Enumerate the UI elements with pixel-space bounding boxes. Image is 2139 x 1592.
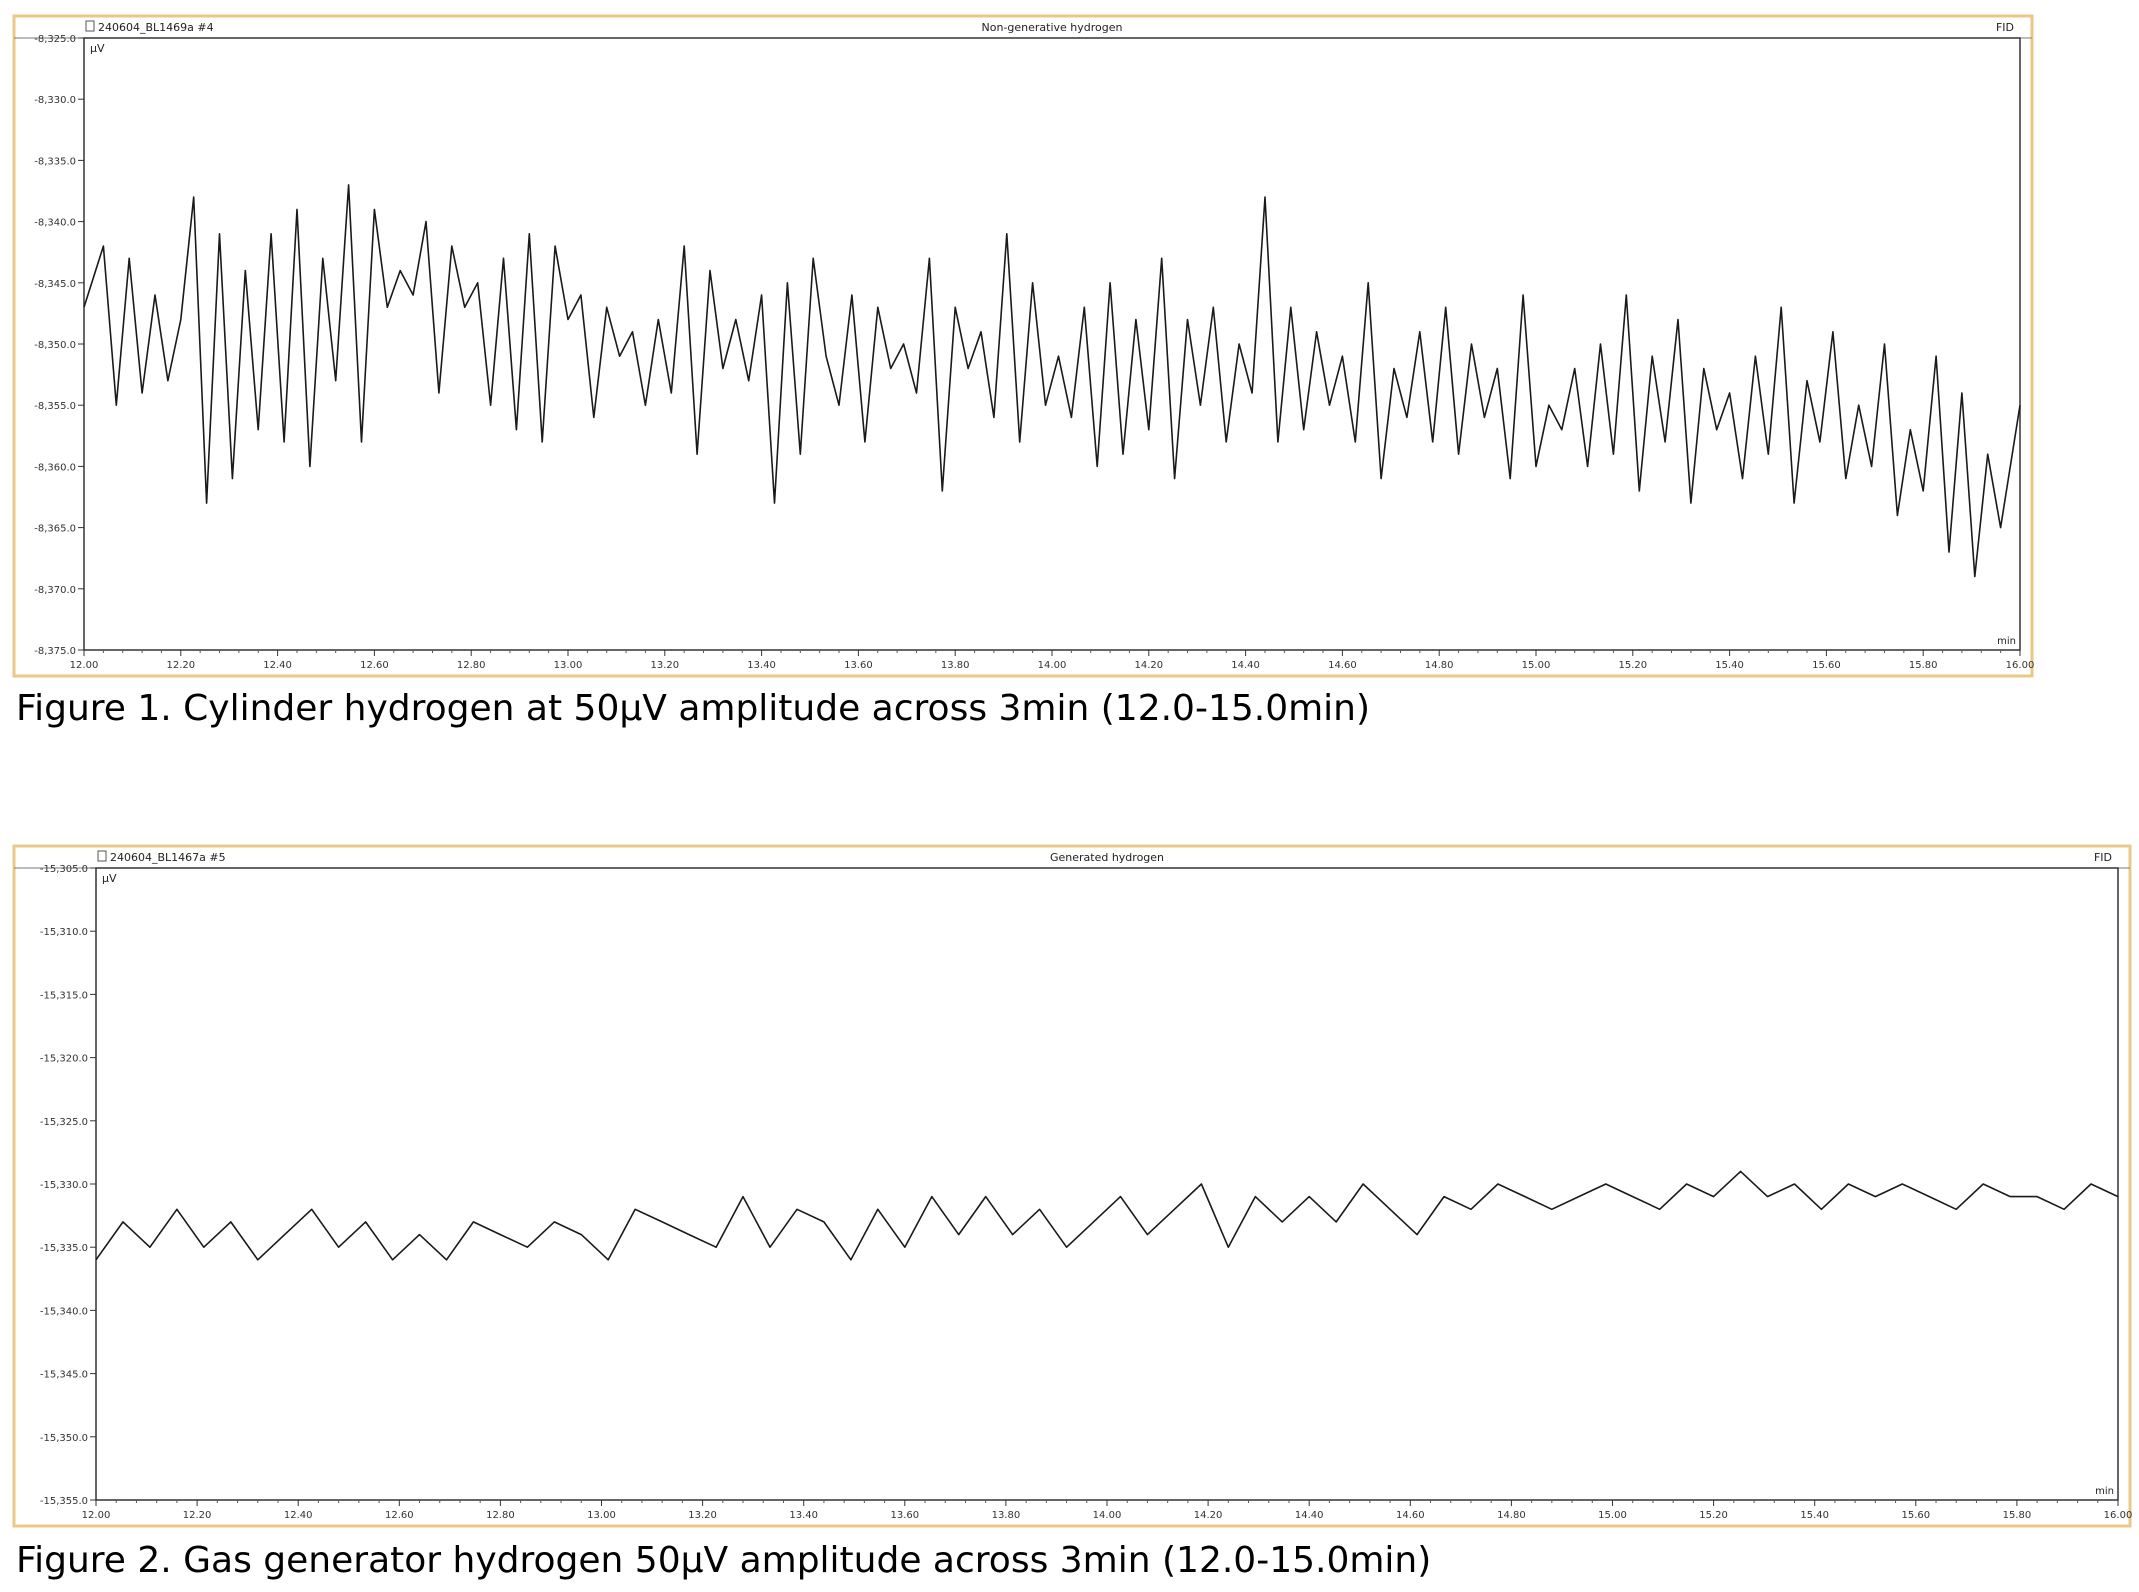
y-tick-label: -8,375.0 (34, 646, 76, 657)
x-tick-label: 16.00 (2006, 660, 2035, 671)
y-tick-label: -8,345.0 (34, 279, 76, 290)
chart-1-svg: 240604_BL1469a #4 Non-generative hydrogen… (12, 14, 2035, 678)
chart-2-svg: 240604_BL1467a #5 Generated hydrogen FID µV… (12, 844, 2133, 1528)
y-tick-label: -8,360.0 (34, 462, 76, 473)
x-tick-label: 14.60 (1396, 1510, 1425, 1521)
signal-trace (83, 184, 2021, 578)
chart-detector-label: FID (2094, 851, 2112, 864)
y-axis-unit-label: µV (90, 42, 105, 55)
x-tick-label: 14.20 (1134, 660, 1163, 671)
x-tick-label: 14.00 (1093, 1510, 1122, 1521)
y-tick-label: -15,315.0 (40, 990, 88, 1001)
x-tick-label: 15.20 (1699, 1510, 1728, 1521)
y-tick-label: -8,325.0 (34, 34, 76, 45)
x-tick-label: 15.60 (1812, 660, 1841, 671)
x-tick-label: 15.80 (2003, 1510, 2032, 1521)
y-tick-label: -8,350.0 (34, 340, 76, 351)
x-tick-label: 12.40 (284, 1510, 313, 1521)
x-tick-label: 16.00 (2104, 1510, 2133, 1521)
x-tick-label: 14.40 (1231, 660, 1260, 671)
y-axis-unit-label: µV (102, 872, 117, 885)
y-tick-label: -8,365.0 (34, 524, 76, 535)
y-tick-label: -15,305.0 (40, 864, 88, 875)
y-tick-label: -8,335.0 (34, 156, 76, 167)
y-tick-label: -15,310.0 (40, 927, 88, 938)
x-tick-label: 13.40 (789, 1510, 818, 1521)
figure-2: 240604_BL1467a #5 Generated hydrogen FID µV… (0, 830, 2139, 1592)
x-tick-label: 15.80 (1909, 660, 1938, 671)
y-tick-label: -15,330.0 (40, 1180, 88, 1191)
y-tick-label: -8,370.0 (34, 585, 76, 596)
y-tick-label: -15,345.0 (40, 1370, 88, 1381)
x-tick-label: 14.20 (1194, 1510, 1223, 1521)
x-tick-label: 12.80 (457, 660, 486, 671)
x-axis-unit-label: min (1997, 636, 2016, 647)
x-tick-label: 12.20 (166, 660, 195, 671)
y-tick-label: -8,340.0 (34, 218, 76, 229)
x-tick-label: 14.80 (1425, 660, 1454, 671)
x-tick-label: 13.00 (554, 660, 583, 671)
x-tick-label: 15.60 (1901, 1510, 1930, 1521)
caption-1: Figure 1. Cylinder hydrogen at 50µV ampl… (16, 688, 1371, 729)
x-axis-unit-label: min (2095, 1486, 2114, 1497)
x-tick-label: 12.40 (263, 660, 292, 671)
x-tick-label: 13.20 (688, 1510, 717, 1521)
x-tick-label: 12.80 (486, 1510, 515, 1521)
x-tick-label: 12.20 (183, 1510, 212, 1521)
document-icon (97, 850, 107, 862)
document-icon (85, 20, 95, 32)
y-tick-label: -15,350.0 (40, 1433, 88, 1444)
chart-title: Non-generative hydrogen (982, 21, 1123, 34)
y-tick-label: -15,335.0 (40, 1243, 88, 1254)
chart-header-sample: 240604_BL1469a #4 (98, 21, 214, 34)
x-tick-label: 14.40 (1295, 1510, 1324, 1521)
x-tick-label: 15.20 (1618, 660, 1647, 671)
x-tick-label: 12.00 (82, 1510, 111, 1521)
signal-trace (95, 1170, 2119, 1261)
y-tick-label: -15,325.0 (40, 1117, 88, 1128)
x-tick-label: 15.40 (1715, 660, 1744, 671)
figure-1: 240604_BL1469a #4 Non-generative hydrogen… (0, 0, 2139, 740)
x-tick-label: 13.60 (890, 1510, 919, 1521)
y-tick-label: -15,340.0 (40, 1306, 88, 1317)
chart-detector-label: FID (1996, 21, 2014, 34)
y-tick-label: -8,355.0 (34, 401, 76, 412)
x-tick-label: 13.80 (941, 660, 970, 671)
x-tick-label: 15.00 (1522, 660, 1551, 671)
chart-header-sample: 240604_BL1467a #5 (110, 851, 226, 864)
x-tick-label: 12.00 (70, 660, 99, 671)
y-tick-label: -15,320.0 (40, 1054, 88, 1065)
x-tick-label: 12.60 (385, 1510, 414, 1521)
x-tick-label: 14.60 (1328, 660, 1357, 671)
y-tick-label: -15,355.0 (40, 1496, 88, 1507)
plot-area (95, 867, 2119, 1501)
plot-area (83, 37, 2021, 651)
caption-2: Figure 2. Gas generator hydrogen 50µV am… (16, 1540, 1432, 1581)
chart-title: Generated hydrogen (1050, 851, 1164, 864)
x-tick-label: 13.60 (844, 660, 873, 671)
x-tick-label: 13.20 (650, 660, 679, 671)
x-tick-label: 15.40 (1800, 1510, 1829, 1521)
x-tick-label: 13.40 (747, 660, 776, 671)
x-tick-label: 13.00 (587, 1510, 616, 1521)
x-tick-label: 15.00 (1598, 1510, 1627, 1521)
x-tick-label: 14.00 (1038, 660, 1067, 671)
x-tick-label: 13.80 (992, 1510, 1021, 1521)
y-tick-label: -8,330.0 (34, 95, 76, 106)
x-tick-label: 12.60 (360, 660, 389, 671)
x-tick-label: 14.80 (1497, 1510, 1526, 1521)
